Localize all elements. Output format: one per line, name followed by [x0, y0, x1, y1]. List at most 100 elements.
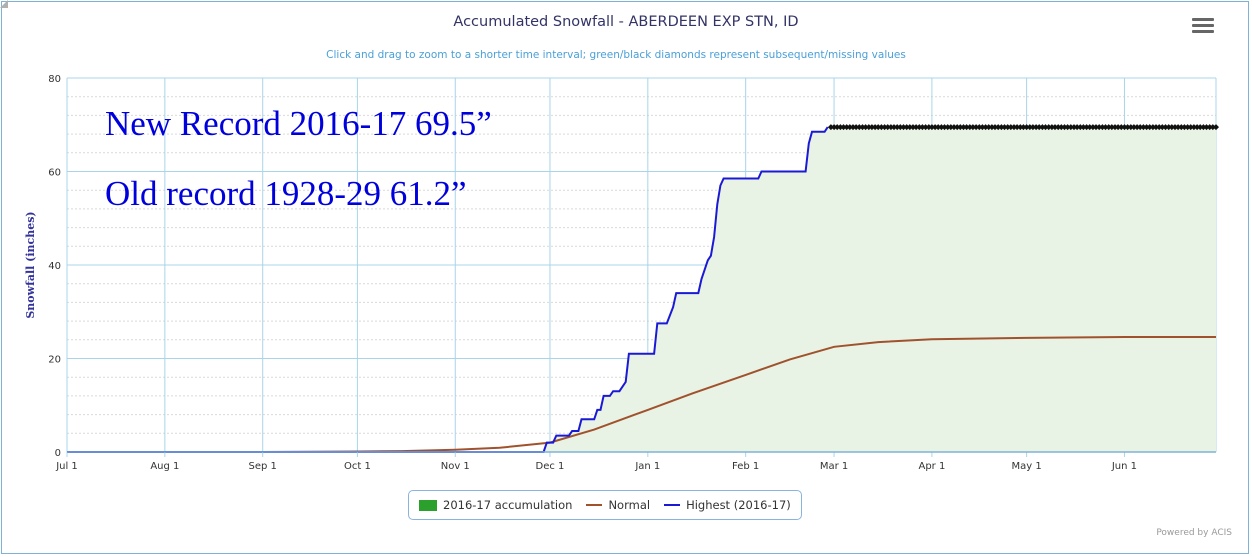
- missing-value-marker: [1042, 124, 1049, 131]
- missing-value-marker: [872, 124, 879, 131]
- missing-value-marker: [1089, 124, 1096, 131]
- missing-value-marker: [1058, 124, 1065, 131]
- missing-value-marker: [865, 124, 872, 131]
- missing-value-marker: [1064, 124, 1071, 131]
- missing-value-marker: [1203, 124, 1210, 131]
- missing-value-marker: [1086, 124, 1093, 131]
- missing-value-marker: [928, 124, 935, 131]
- missing-value-marker: [913, 124, 920, 131]
- accumulation-area-layer: [67, 127, 1216, 452]
- missing-value-marker: [897, 124, 904, 131]
- missing-value-marker: [957, 124, 964, 131]
- missing-value-marker: [1093, 124, 1099, 131]
- credit-link[interactable]: Powered by ACIS: [1156, 528, 1232, 538]
- old-record-annotation: Old record 1928-29 61.2”: [105, 174, 467, 213]
- missing-value-marker: [856, 124, 863, 131]
- missing-value-marker: [1017, 124, 1024, 131]
- x-tick-label: May 1: [1011, 461, 1041, 472]
- missing-value-marker: [862, 124, 869, 131]
- x-tick-label: Dec 1: [536, 461, 565, 472]
- missing-value-marker: [1175, 124, 1182, 131]
- missing-value-marker: [941, 124, 948, 131]
- tick-labels: 0 20 40 60 80 Jul 1 Aug 1 Sep 1 Oct 1 Nov 1 Dec 1 J…: [48, 74, 1137, 472]
- missing-value-marker: [1052, 124, 1058, 131]
- legend-label-normal: Normal: [608, 498, 651, 512]
- missing-value-marker: [1067, 124, 1074, 131]
- missing-value-marker: [1011, 124, 1017, 131]
- missing-value-marker: [903, 124, 910, 131]
- menu-bar-3: [1192, 30, 1214, 33]
- x-tick-label: Apr 1: [918, 461, 945, 472]
- missing-value-marker: [1001, 124, 1008, 131]
- missing-value-marker: [932, 124, 939, 131]
- x-tick-label: Mar 1: [820, 461, 848, 472]
- missing-value-marker: [1048, 124, 1055, 131]
- missing-value-marker: [966, 124, 973, 131]
- missing-value-marker: [935, 124, 942, 131]
- missing-value-marker: [1190, 124, 1197, 131]
- legend-label-highest: Highest (2016-17): [686, 498, 791, 512]
- missing-value-marker: [1156, 124, 1163, 131]
- missing-value-marker: [1162, 124, 1169, 131]
- resize-grip-icon[interactable]: [0, 0, 8, 8]
- missing-value-marker: [1213, 124, 1219, 131]
- missing-value-marker: [1115, 124, 1122, 131]
- x-tick-label: Feb 1: [732, 461, 759, 472]
- missing-value-marker: [963, 124, 970, 131]
- missing-value-marker: [894, 124, 901, 131]
- missing-value-marker: [973, 124, 980, 131]
- missing-value-marker: [1074, 124, 1081, 131]
- menu-bar-2: [1192, 24, 1214, 27]
- hamburger-menu-icon[interactable]: [1192, 18, 1214, 36]
- missing-value-marker: [1061, 124, 1068, 131]
- x-tick-label: Aug 1: [150, 461, 179, 472]
- missing-value-marker: [1033, 124, 1040, 131]
- y-tick-label: 0: [55, 448, 61, 459]
- accumulation-area: [67, 127, 1216, 452]
- highest-line: [67, 126, 829, 453]
- legend-item-normal[interactable]: Normal: [586, 498, 650, 512]
- missing-value-marker: [875, 124, 882, 131]
- x-tick-label: Oct 1: [344, 461, 371, 472]
- legend-item-highest[interactable]: Highest (2016-17): [664, 498, 791, 512]
- missing-value-marker: [998, 124, 1005, 131]
- chart-subtitle: Click and drag to zoom to a shorter time…: [326, 49, 906, 61]
- series-layer: [67, 126, 1216, 453]
- missing-value-marker: [1206, 124, 1213, 131]
- legend-swatch-normal: [586, 504, 603, 506]
- missing-value-marker: [887, 124, 894, 131]
- menu-bar-1: [1192, 18, 1214, 21]
- missing-value-marker: [969, 124, 976, 131]
- missing-value-marker: [919, 124, 926, 131]
- missing-value-marker: [1194, 124, 1201, 131]
- missing-value-marker: [910, 124, 916, 131]
- x-tick-label: Jan 1: [634, 461, 660, 472]
- missing-value-marker: [868, 124, 875, 131]
- missing-value-marker: [960, 124, 967, 131]
- missing-value-marker: [900, 124, 907, 131]
- missing-value-marker: [1124, 124, 1131, 131]
- missing-value-marker: [1108, 124, 1115, 131]
- x-tick-label: Jul 1: [55, 461, 78, 472]
- legend-swatch-highest: [664, 504, 681, 506]
- missing-value-marker: [850, 124, 856, 131]
- missing-value-marker: [979, 124, 986, 131]
- missing-value-marker: [1143, 124, 1150, 131]
- x-tick-label: Jun 1: [1111, 461, 1137, 472]
- missing-value-marker: [837, 124, 844, 131]
- missing-value-marker: [922, 124, 929, 131]
- missing-value-marker: [951, 124, 957, 131]
- missing-value-marker: [1023, 124, 1030, 131]
- legend-item-accumulation[interactable]: 2016-17 accumulation: [419, 498, 572, 512]
- missing-values-layer: [827, 124, 1219, 131]
- missing-value-marker: [1071, 124, 1077, 131]
- x-tick-label: Nov 1: [441, 461, 470, 472]
- missing-value-marker: [1130, 124, 1137, 131]
- missing-value-marker: [1187, 124, 1194, 131]
- chart-title: Accumulated Snowfall - ABERDEEN EXP STN,…: [453, 14, 798, 30]
- x-tick-label: Sep 1: [249, 461, 277, 472]
- missing-value-marker: [906, 124, 913, 131]
- missing-value-marker: [954, 124, 961, 131]
- y-axis-label: Snowfall (inches): [24, 211, 37, 318]
